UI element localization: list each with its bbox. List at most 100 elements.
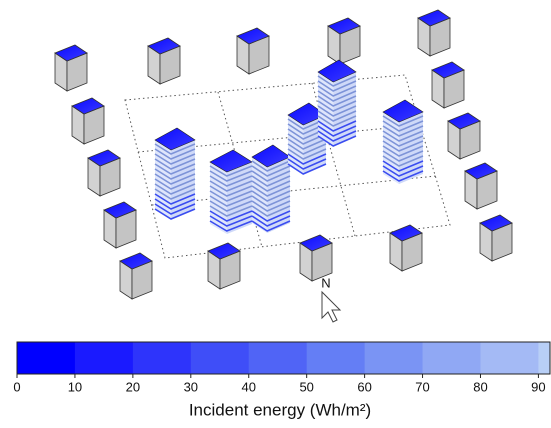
floor-line [154,148,196,160]
colorbar-frame [16,341,551,375]
floor-line [251,210,291,222]
building-front [210,162,227,234]
floor-line [382,125,424,137]
colorbar-segment [480,342,539,374]
block-top [119,252,153,270]
block-top [479,214,513,232]
floor-line [209,215,253,227]
block-top [236,27,270,45]
floor-line [209,200,253,212]
floor-line [382,170,424,182]
building [251,144,291,233]
floor-line [209,185,253,197]
block-top [389,224,423,242]
building-side [171,140,195,220]
tick-label: 40 [242,379,256,394]
site-grid [124,74,451,259]
surrounding-block [147,37,181,85]
colorbar-segment [17,342,76,374]
colorbar-segment [364,342,424,374]
block-top [103,201,137,219]
floor-line [209,205,253,217]
floor-line [317,75,357,87]
colorbar-segment [190,342,250,374]
floor-line [154,198,196,210]
floor-line [154,188,196,200]
surrounding-block [464,162,498,210]
floor-line [251,205,291,217]
floor-line [317,110,357,122]
scene [54,9,513,300]
tick-label: 90 [531,379,545,394]
floor-line [382,145,424,157]
floor-line [287,163,327,175]
floor-line [154,208,196,220]
building-top [154,127,196,151]
floor-line [317,115,357,127]
cursor [321,290,342,323]
floor-line [287,153,327,165]
floor-line [287,158,327,170]
block-top [299,234,333,252]
surrounding-block [479,214,513,262]
colorbar: 0 10 20 30 40 50 60 70 80 90 [13,341,551,394]
floor-line [382,160,424,172]
floor-line [154,158,196,170]
building-front [288,115,304,175]
floor-line [154,163,196,175]
surrounding-block [207,242,241,290]
floor-line [287,133,327,145]
tick-label: 50 [299,379,313,394]
block-top [327,17,361,35]
floor-line [209,180,253,192]
block-top [447,112,481,130]
floor-line [154,183,196,195]
floor-line [251,220,291,232]
floor-line [209,190,253,202]
floor-line [154,173,196,185]
floor-line [382,130,424,142]
surrounding-block [417,9,451,57]
building-side [399,112,423,184]
floor-line [317,105,357,117]
colorbar-segment [74,342,134,374]
block-top [147,37,181,55]
floor-line [251,215,291,227]
floor-line [209,170,253,182]
surrounding-block [299,234,333,282]
floor-line [287,143,327,155]
floor-line [209,220,253,232]
floor-line [317,125,357,137]
surrounding-block [389,224,423,272]
floor-line [317,95,357,107]
floor-line [287,148,327,160]
floor-line [251,185,291,197]
floor-line [154,143,196,155]
tick-label: 30 [184,379,198,394]
building [317,59,357,147]
floor-line [317,135,357,147]
floor-line [154,178,196,190]
colorbar-segment [132,342,192,374]
tick-label: 20 [126,379,140,394]
surrounding-block [447,112,481,160]
floor-line [317,100,357,112]
tick-label: 70 [415,379,429,394]
floor-line [382,150,424,162]
floor-line [209,175,253,187]
floor-line [251,165,291,177]
floor-line [154,193,196,205]
building-top [382,99,424,123]
grid-outline [124,74,451,259]
floor-line [382,155,424,167]
surrounding-block [236,27,270,75]
floor-line [154,203,196,215]
surrounding-block [54,44,88,92]
block-top [464,162,498,180]
floor-line [287,138,327,150]
tick-label: 0 [13,379,20,394]
tick-label: 80 [473,379,487,394]
floor-line [317,120,357,132]
building-front [155,140,171,220]
